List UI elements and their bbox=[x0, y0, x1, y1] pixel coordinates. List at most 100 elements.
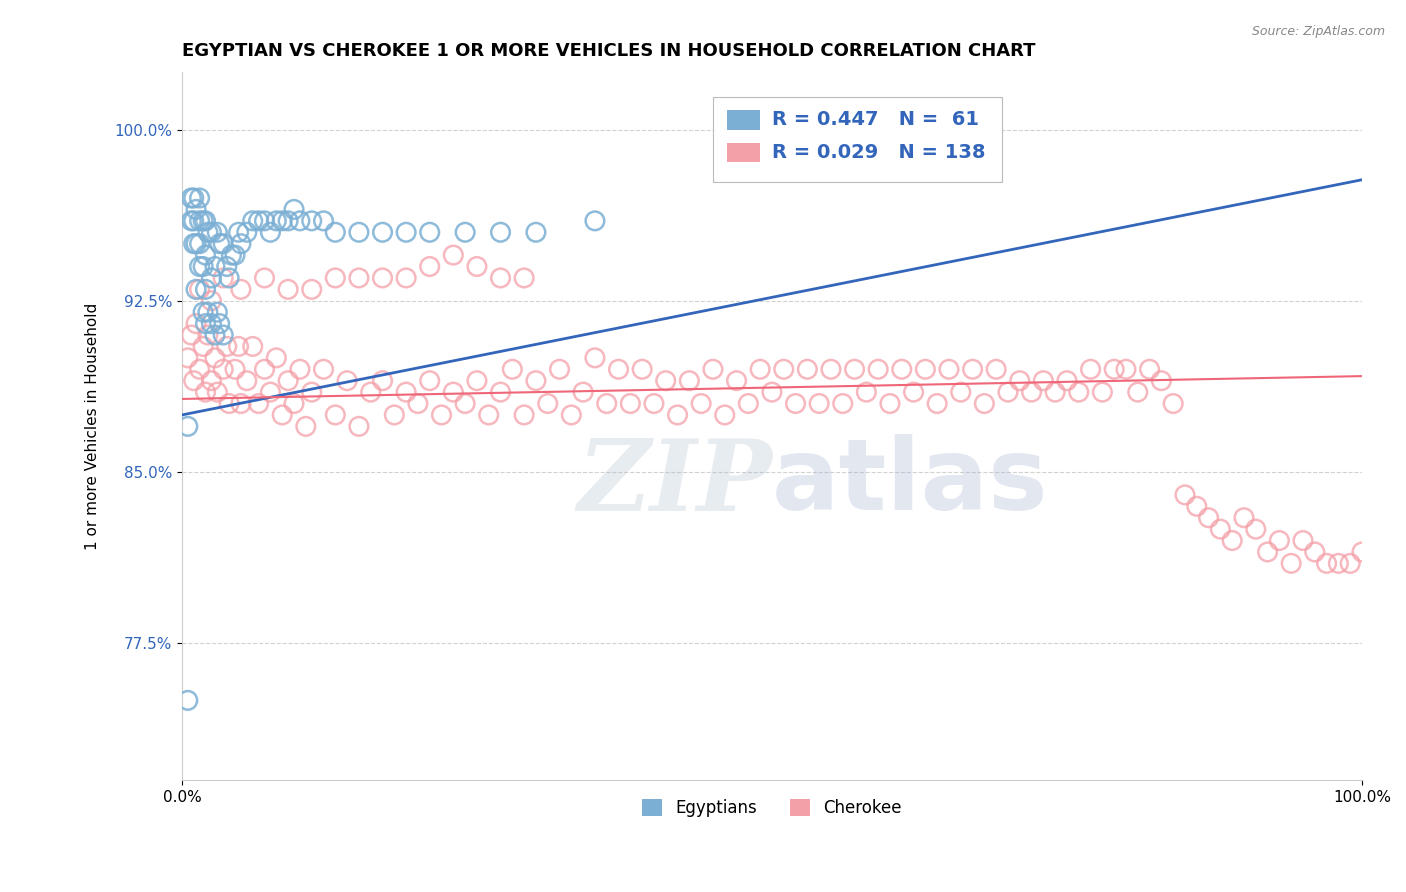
Point bbox=[183, 214, 205, 228]
Point bbox=[194, 317, 217, 331]
Point bbox=[183, 236, 205, 251]
Point bbox=[229, 236, 252, 251]
Point bbox=[180, 328, 202, 343]
Point bbox=[1316, 557, 1339, 571]
Point bbox=[191, 339, 214, 353]
Point bbox=[382, 408, 405, 422]
Point bbox=[177, 351, 200, 365]
Point bbox=[1008, 374, 1031, 388]
Point bbox=[406, 396, 429, 410]
Bar bbox=[727, 143, 761, 162]
Point bbox=[224, 248, 246, 262]
Point bbox=[395, 385, 418, 400]
Point bbox=[242, 339, 264, 353]
Point bbox=[204, 328, 226, 343]
Y-axis label: 1 or more Vehicles in Household: 1 or more Vehicles in Household bbox=[86, 302, 100, 550]
Point bbox=[212, 328, 235, 343]
Point bbox=[207, 385, 229, 400]
Point bbox=[419, 374, 441, 388]
Point bbox=[200, 374, 222, 388]
Point bbox=[560, 408, 582, 422]
Point bbox=[596, 396, 619, 410]
Point bbox=[277, 374, 299, 388]
Point bbox=[607, 362, 630, 376]
Point bbox=[868, 362, 890, 376]
Point bbox=[430, 408, 453, 422]
Point bbox=[1303, 545, 1326, 559]
Point bbox=[197, 305, 219, 319]
Point bbox=[785, 396, 807, 410]
Point bbox=[524, 374, 547, 388]
Point bbox=[986, 362, 1008, 376]
Point bbox=[242, 214, 264, 228]
Point bbox=[177, 419, 200, 434]
Point bbox=[215, 339, 238, 353]
Point bbox=[1220, 533, 1243, 548]
Point bbox=[1198, 510, 1220, 524]
Point bbox=[301, 282, 323, 296]
Point bbox=[271, 408, 294, 422]
Point bbox=[323, 225, 346, 239]
Point bbox=[1091, 385, 1114, 400]
Point bbox=[938, 362, 960, 376]
Point bbox=[191, 305, 214, 319]
Point bbox=[1279, 557, 1302, 571]
Point bbox=[489, 225, 512, 239]
Text: R = 0.029   N = 138: R = 0.029 N = 138 bbox=[772, 143, 986, 162]
Point bbox=[188, 362, 211, 376]
Point bbox=[419, 225, 441, 239]
Point bbox=[1174, 488, 1197, 502]
Point bbox=[360, 385, 382, 400]
Point bbox=[489, 271, 512, 285]
Point bbox=[207, 225, 229, 239]
Point bbox=[796, 362, 818, 376]
Point bbox=[879, 396, 901, 410]
Point bbox=[419, 260, 441, 274]
Point bbox=[183, 191, 205, 205]
Point bbox=[323, 271, 346, 285]
Point bbox=[371, 271, 394, 285]
Point bbox=[204, 351, 226, 365]
Point bbox=[844, 362, 866, 376]
Point bbox=[247, 214, 270, 228]
Point bbox=[713, 408, 735, 422]
Point bbox=[183, 374, 205, 388]
Point bbox=[643, 396, 665, 410]
Point bbox=[215, 260, 238, 274]
Point bbox=[914, 362, 936, 376]
Point bbox=[266, 351, 288, 365]
Point bbox=[180, 214, 202, 228]
Point bbox=[253, 362, 276, 376]
Point bbox=[1139, 362, 1161, 376]
Point bbox=[501, 362, 523, 376]
Point bbox=[188, 236, 211, 251]
Point bbox=[188, 260, 211, 274]
Point bbox=[1339, 557, 1361, 571]
Text: ZIP: ZIP bbox=[576, 434, 772, 532]
Point bbox=[1043, 385, 1066, 400]
Point bbox=[1185, 500, 1208, 514]
Point bbox=[229, 282, 252, 296]
Point bbox=[772, 362, 794, 376]
Point bbox=[188, 191, 211, 205]
Point bbox=[1080, 362, 1102, 376]
Point bbox=[204, 260, 226, 274]
Point bbox=[188, 214, 211, 228]
Point bbox=[191, 260, 214, 274]
Point bbox=[259, 385, 281, 400]
Text: EGYPTIAN VS CHEROKEE 1 OR MORE VEHICLES IN HOUSEHOLD CORRELATION CHART: EGYPTIAN VS CHEROKEE 1 OR MORE VEHICLES … bbox=[181, 42, 1035, 60]
Point bbox=[277, 214, 299, 228]
Point bbox=[572, 385, 595, 400]
Point bbox=[465, 260, 488, 274]
Point bbox=[1268, 533, 1291, 548]
Point bbox=[454, 396, 477, 410]
Point bbox=[191, 214, 214, 228]
Point bbox=[288, 214, 311, 228]
Point bbox=[301, 214, 323, 228]
Point bbox=[253, 271, 276, 285]
Point bbox=[478, 408, 501, 422]
Point bbox=[1327, 557, 1350, 571]
Point bbox=[277, 282, 299, 296]
Legend: Egyptians, Cherokee: Egyptians, Cherokee bbox=[634, 790, 911, 825]
Point bbox=[702, 362, 724, 376]
